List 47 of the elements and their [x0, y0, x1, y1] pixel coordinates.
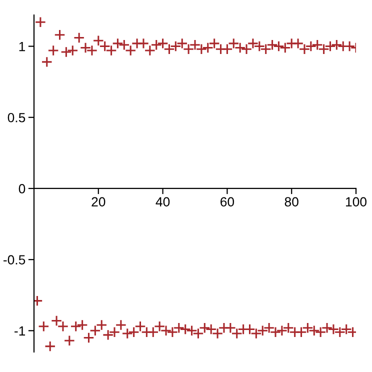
point — [99, 40, 110, 52]
point — [50, 315, 62, 326]
point — [312, 39, 323, 50]
y-tick-label: -1 — [14, 326, 26, 336]
point — [64, 335, 76, 346]
point — [138, 38, 150, 50]
point — [328, 324, 340, 335]
point — [57, 320, 69, 332]
point — [73, 32, 85, 44]
point — [54, 29, 66, 41]
point — [48, 44, 59, 56]
y-tick-label: -0.5 — [4, 255, 26, 264]
point — [254, 40, 266, 52]
point — [44, 340, 56, 352]
x-tick-label: 60 — [220, 197, 234, 206]
point — [38, 320, 50, 332]
point — [76, 319, 88, 331]
point — [34, 16, 46, 28]
x-tick-label: 20 — [92, 197, 106, 206]
point — [60, 46, 72, 58]
x-tick-label: 100 — [346, 197, 366, 206]
point — [205, 324, 217, 335]
point — [180, 324, 191, 335]
point — [196, 44, 208, 55]
point — [270, 326, 282, 338]
point — [186, 325, 198, 336]
x-tick-label: 80 — [284, 197, 298, 206]
point — [92, 34, 104, 46]
point — [234, 42, 246, 54]
point — [70, 320, 82, 332]
x-tick-label: 40 — [156, 197, 170, 206]
point — [157, 38, 168, 50]
y-tick-label: 1 — [19, 42, 26, 52]
point — [331, 39, 342, 50]
point — [224, 322, 236, 334]
y-tick-label: 0.5 — [8, 112, 26, 122]
point — [160, 325, 172, 336]
point — [80, 42, 92, 54]
point — [86, 44, 98, 56]
point — [308, 325, 320, 336]
point — [122, 328, 134, 340]
y-tick-label: 0 — [18, 184, 26, 194]
point — [67, 44, 78, 56]
point — [118, 39, 130, 50]
point — [41, 56, 53, 68]
point — [292, 38, 304, 50]
point — [273, 40, 284, 52]
